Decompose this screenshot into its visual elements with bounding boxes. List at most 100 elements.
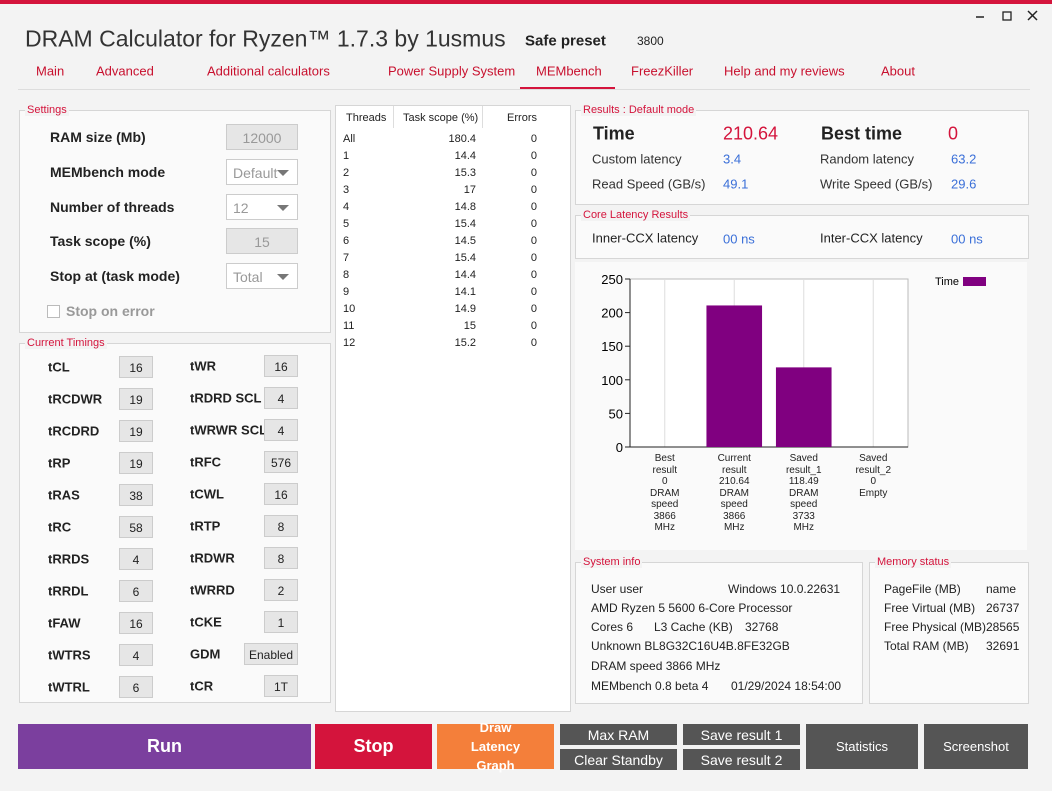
setting-value: Total	[233, 269, 263, 285]
checkbox[interactable]	[47, 305, 60, 318]
result-value: 49.1	[723, 176, 749, 192]
y-tick-label: 150	[601, 339, 623, 354]
timing-box: 16	[119, 612, 153, 634]
bar	[775, 367, 832, 447]
timing-box: 19	[119, 420, 153, 442]
top-accent	[0, 0, 1052, 4]
latency-value: 00 ns	[723, 231, 755, 247]
table-cell: 0	[530, 133, 537, 145]
timing-box: 1	[264, 611, 298, 633]
tab[interactable]: MEMbench	[536, 63, 602, 79]
table-cell: 5	[343, 218, 350, 230]
timing-box: 8	[264, 547, 298, 569]
tab[interactable]: Power Supply System	[388, 63, 516, 79]
table-cell: 0	[530, 167, 537, 179]
legend-swatch	[963, 277, 986, 286]
timing-box: 4	[119, 548, 153, 570]
timing-name: GDM	[190, 646, 221, 662]
table-header: Task scope (%)	[403, 112, 479, 124]
y-tick-label: 200	[601, 306, 623, 321]
timing-value: 19	[129, 457, 143, 471]
timing-value: 4	[132, 649, 140, 663]
table-cell: 4	[343, 201, 350, 213]
timing-value: 19	[129, 425, 143, 439]
table-cell: 15.4	[454, 252, 476, 264]
run-button[interactable]: Run	[18, 724, 311, 769]
timing-value: 576	[270, 456, 292, 470]
result-label: Custom latency	[592, 151, 682, 167]
timing-box: 38	[119, 484, 153, 506]
result-value: 63.2	[951, 151, 977, 167]
latency-label: Inter-CCX latency	[820, 230, 923, 246]
timing-name: tCWL	[190, 486, 224, 502]
stop-button[interactable]: Stop	[315, 724, 432, 769]
results-group	[575, 110, 1029, 205]
dropdown-arrow	[277, 274, 289, 280]
preset-label: Safe preset	[525, 32, 606, 50]
core-latency-group	[575, 215, 1029, 259]
combo-box[interactable]: Total	[226, 263, 298, 289]
save2-button[interactable]: Save result 2	[683, 749, 800, 770]
table-cell: 14.1	[454, 286, 476, 298]
save1-button[interactable]: Save result 1	[683, 724, 800, 745]
table-cell: 15.2	[454, 337, 476, 349]
screenshot-button[interactable]: Screenshot	[924, 724, 1028, 769]
table-cell: 6	[343, 235, 350, 247]
timing-value: 16	[129, 361, 143, 375]
setting-value: 12000	[242, 130, 282, 146]
table-cell: 3	[343, 184, 350, 196]
tab[interactable]: About	[881, 63, 915, 79]
tab[interactable]: Main	[36, 63, 65, 79]
tab[interactable]: FreezKiller	[631, 63, 694, 79]
dropdown-arrow	[277, 170, 289, 176]
table-cell: 0	[530, 303, 537, 315]
table-cell: 8	[343, 269, 350, 281]
timing-box: 19	[119, 452, 153, 474]
system-info-text: MEMbench 0.8 beta 4	[591, 679, 709, 693]
timing-name: tRAS	[48, 487, 80, 503]
timing-value: 1	[277, 616, 285, 630]
settings-group-title: Settings	[25, 104, 69, 116]
window-controls[interactable]	[970, 8, 1045, 24]
system-info-group	[575, 562, 863, 704]
result-value: 29.6	[951, 176, 977, 192]
timing-value: Enabled	[248, 648, 294, 662]
table-cell: 12	[343, 337, 356, 349]
system-info-text: AMD Ryzen 5 5600 6-Core Processor	[591, 601, 793, 615]
tab[interactable]: Additional calculators	[207, 63, 330, 79]
timing-name: tCR	[190, 678, 214, 694]
setting-label: RAM size (Mb)	[50, 129, 146, 145]
timing-box: 8	[264, 515, 298, 537]
table-cell: 14.5	[454, 235, 476, 247]
timing-name: tWRWR SCL	[190, 422, 268, 438]
clear-standby-button[interactable]: Clear Standby	[560, 749, 677, 770]
max-ram-button[interactable]: Max RAM	[560, 724, 677, 745]
timing-box: Enabled	[244, 643, 298, 665]
tab-separator	[18, 89, 1030, 90]
y-tick-label: 100	[601, 373, 623, 388]
memory-label: PageFile (MB)	[884, 582, 961, 596]
combo-box[interactable]: Default	[226, 159, 298, 185]
preset-value: 3800	[637, 34, 664, 48]
table-cell: 0	[530, 218, 537, 230]
bar	[706, 305, 763, 447]
statistics-button[interactable]: Statistics	[806, 724, 918, 769]
chart: 0 50 100 150 200 250 Time	[575, 262, 1027, 550]
table-cell: 1	[343, 150, 350, 162]
setting-value: 12	[233, 200, 249, 216]
timings-group-title: Current Timings	[25, 337, 107, 349]
tab[interactable]: Help and my reviews	[724, 63, 845, 79]
tab[interactable]: Advanced	[96, 63, 154, 79]
timing-box: 16	[264, 355, 298, 377]
table-cell: 15.3	[454, 167, 476, 179]
header-divider	[482, 106, 483, 128]
table-header: Threads	[346, 112, 387, 124]
draw-button[interactable]: Draw Latency Graph	[437, 720, 554, 773]
result-label: Random latency	[820, 151, 914, 167]
combo-box[interactable]: 12	[226, 194, 298, 220]
memory-label: Free Virtual (MB)	[884, 601, 976, 615]
timing-name: tFAW	[48, 615, 81, 631]
timing-value: 4	[277, 392, 285, 406]
timing-name: tRC	[48, 519, 72, 535]
